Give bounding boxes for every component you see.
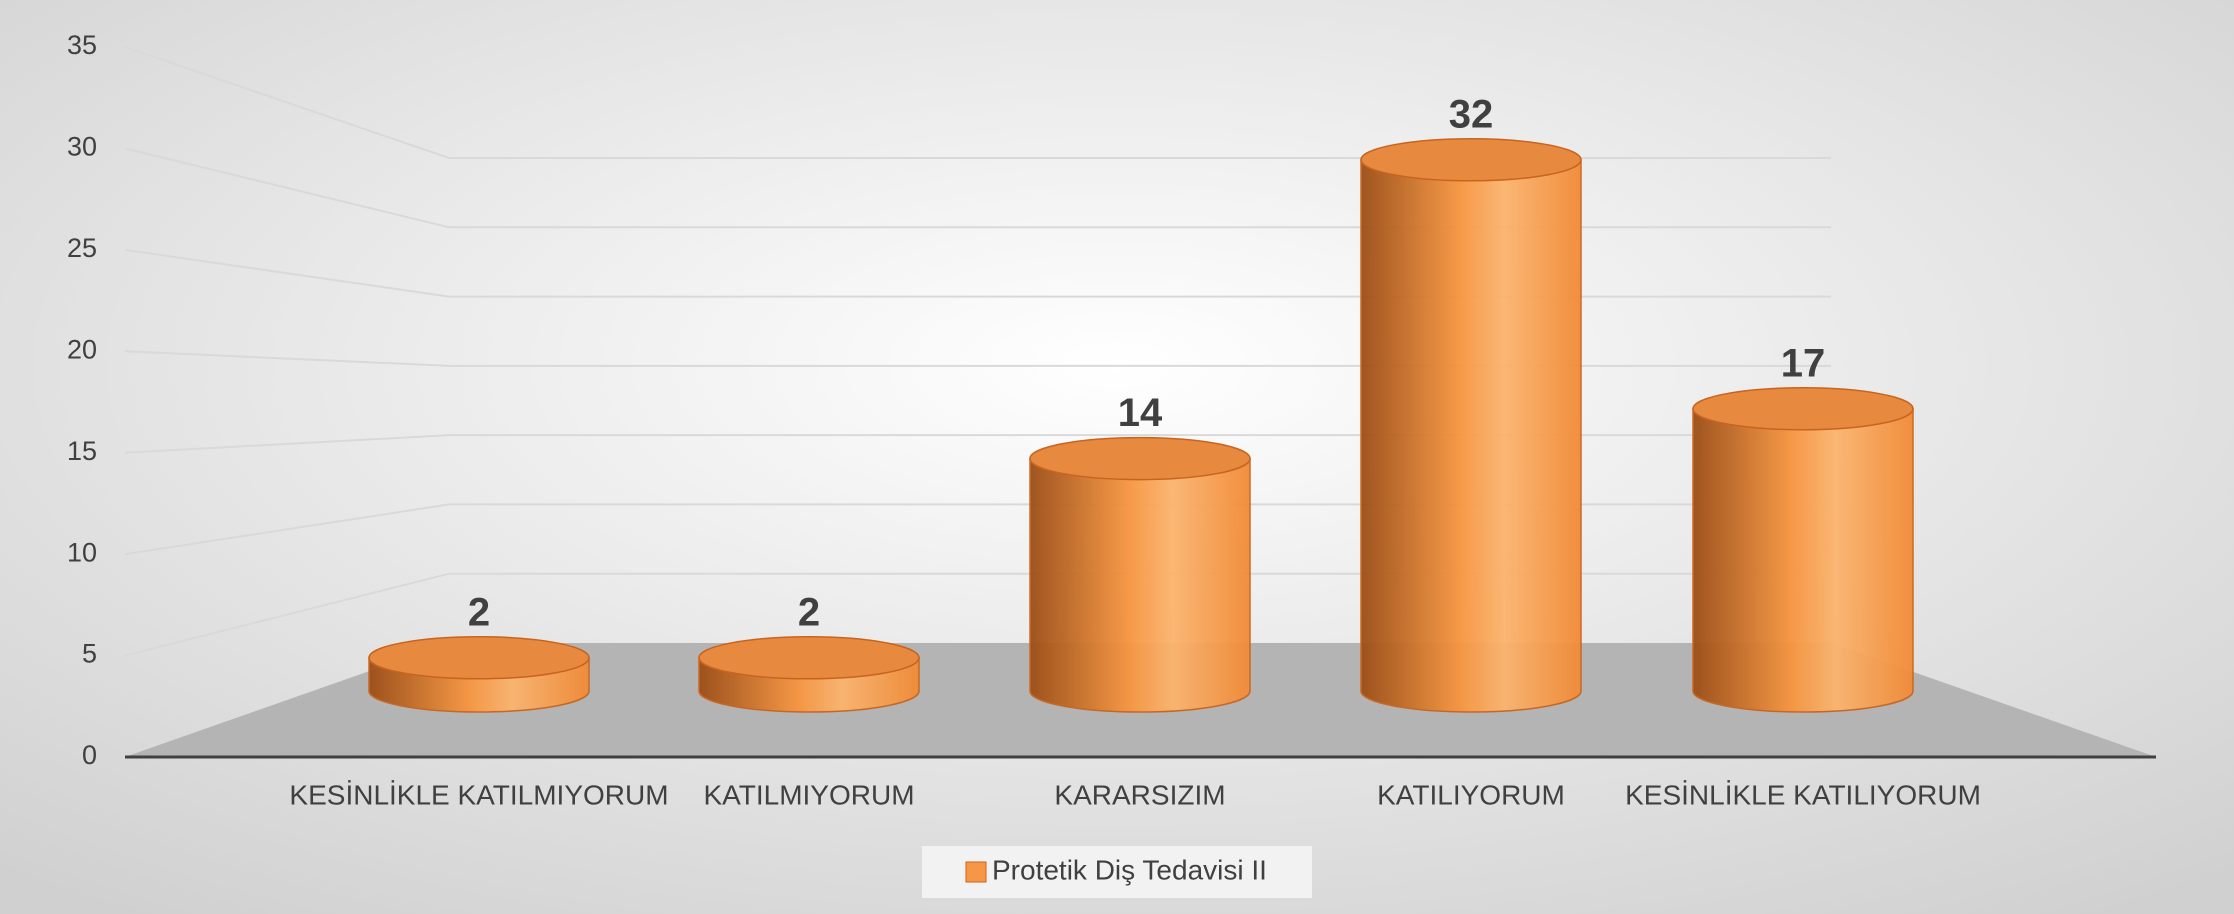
cylinder-top [698,636,920,680]
y-tick-label: 35 [67,30,97,60]
x-tick-label: KARARSIZIM [1054,779,1225,810]
x-tick-label: KATILMIYORUM [703,779,914,810]
bar [1692,387,1914,713]
x-tick-label: KESİNLİKLE KATILMIYORUM [289,779,668,810]
bar [1029,436,1251,713]
y-tick-label: 30 [67,132,97,162]
y-tick-label: 20 [67,334,97,364]
cylinder-body [1029,457,1251,713]
cylinder-body [1692,408,1914,713]
bar [368,636,590,713]
data-label: 2 [798,590,820,634]
y-tick-label: 15 [67,436,97,466]
y-tick-label: 5 [82,639,97,669]
y-tick-label: 25 [67,233,97,263]
bar [1360,138,1582,713]
x-tick-label: KATILIYORUM [1377,779,1565,810]
y-tick-label: 10 [67,537,97,567]
data-label: 32 [1449,92,1494,136]
legend: Protetik Diş Tedavisi II [922,846,1312,898]
cylinder-top [368,636,590,680]
cylinder-top [1360,138,1582,182]
legend-label: Protetik Diş Tedavisi II [992,854,1267,885]
legend-swatch [965,861,987,883]
data-label: 2 [468,590,490,634]
bar [698,636,920,713]
legend-box [922,846,1312,898]
y-tick-label: 0 [82,740,97,770]
cylinder-top [1029,436,1251,481]
cylinder-top [1692,387,1914,431]
cylinder-body [1360,159,1582,713]
data-label: 17 [1781,341,1826,385]
data-label: 14 [1118,391,1163,435]
x-tick-label: KESİNLİKLE KATILIYORUM [1625,779,1981,810]
